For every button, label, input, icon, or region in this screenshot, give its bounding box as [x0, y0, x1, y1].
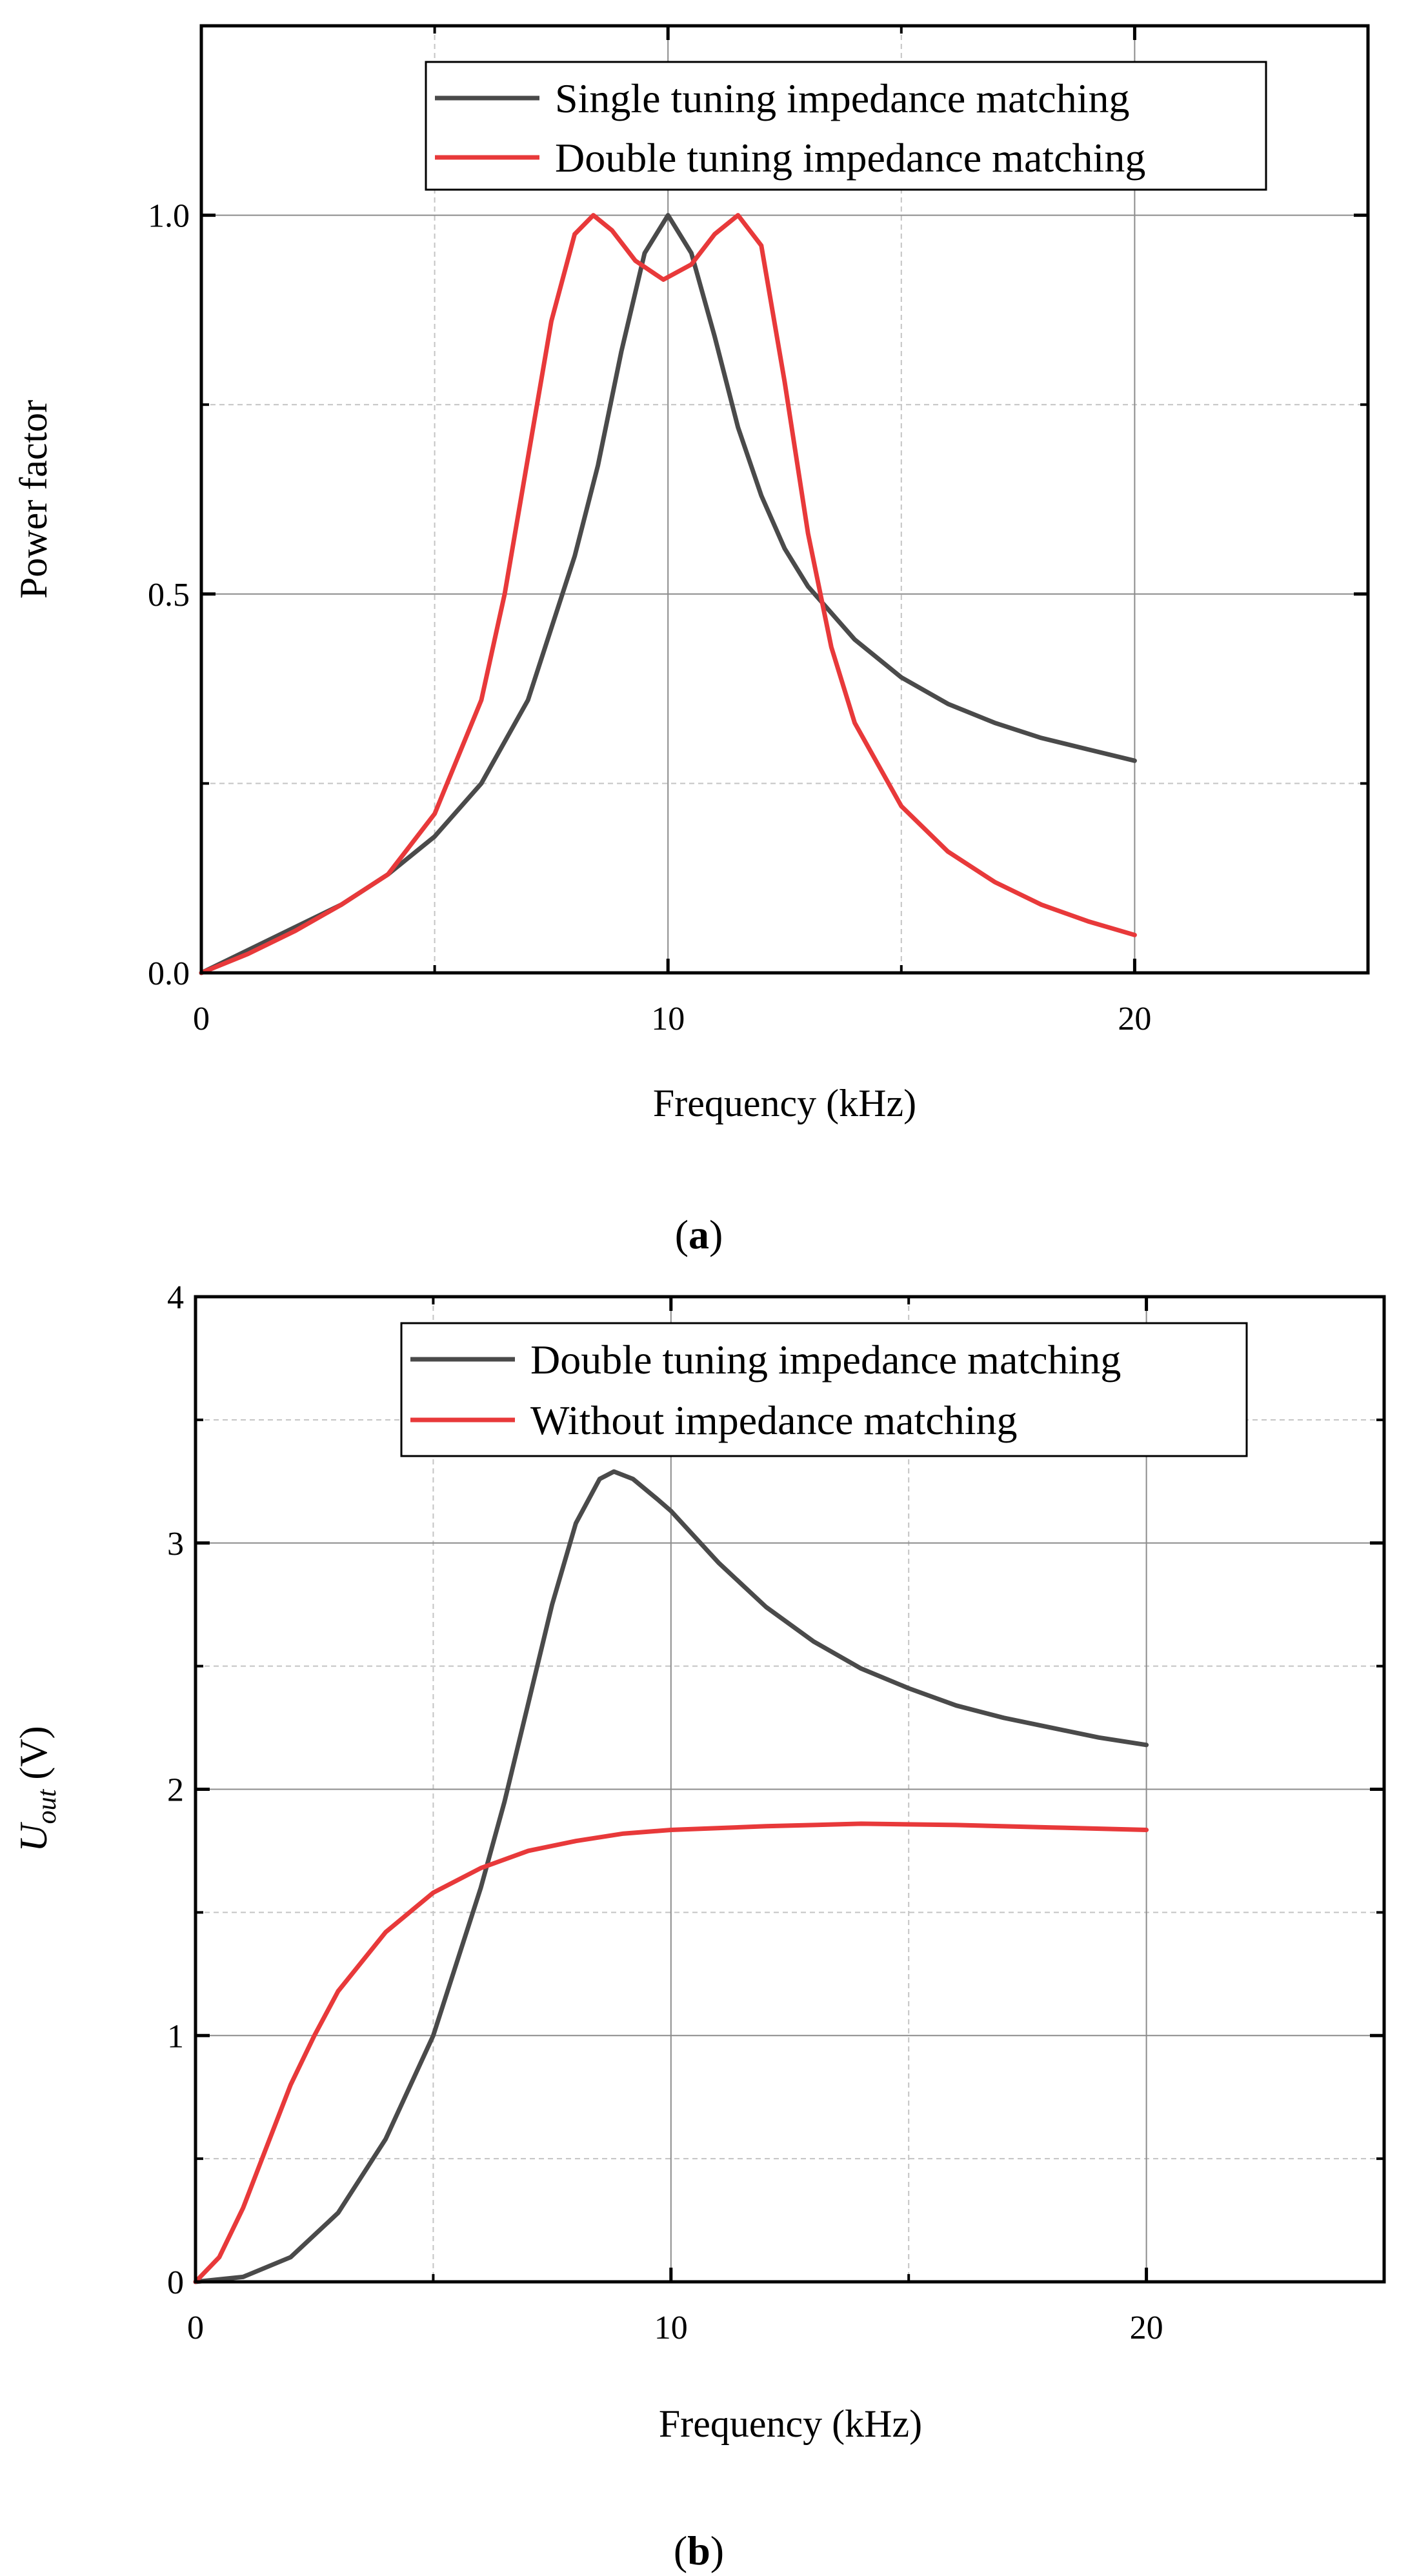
chart-a-y-tick-label: 0.0 — [148, 955, 190, 992]
chart-a-x-tick-label: 10 — [651, 1001, 685, 1037]
chart-a-series-1-line — [199, 213, 1137, 975]
chart-a-legend-box — [425, 61, 1267, 191]
chart-b-y-axis-title-unit: (V) — [12, 1726, 55, 1789]
chart-b-x-tick-label: 20 — [1130, 2310, 1163, 2346]
chart-b-x-tick-label: 0 — [187, 2310, 204, 2346]
chart-b-y-tick-label: 1 — [167, 2018, 184, 2055]
chart-a-x-tick-label: 20 — [1118, 1001, 1151, 1037]
chart-b-legend-box — [400, 1322, 1248, 1457]
chart-a-x-tick-label: 0 — [193, 1001, 210, 1037]
chart-b-x-axis-title: Frequency (kHz) — [659, 2402, 922, 2445]
chart-a-caption-open: ( — [675, 1212, 689, 1257]
chart-b-caption: (b) — [674, 2528, 724, 2573]
chart-a-series-2-line — [199, 213, 1137, 975]
chart-a-legend-label-2: Double tuning impedance matching — [555, 135, 1145, 181]
chart-a-plot-frame — [199, 24, 1370, 975]
chart-b-y-axis-title-symbol: U — [12, 1822, 55, 1852]
chart-a-y-axis-title: Power factor — [12, 400, 55, 599]
chart-b-x-tick-label: 10 — [654, 2310, 688, 2346]
chart-b-y-axis-title: Uout (V) — [12, 1726, 62, 1852]
chart-b-caption-open: ( — [674, 2528, 687, 2573]
panel-b: 0 10 20 0 1 2 3 4 Frequency (kHz) Uout (V) Double … — [12, 1279, 1386, 2573]
chart-a-x-axis-title: Frequency (kHz) — [653, 1082, 916, 1124]
chart-a-y-tick-label: 1.0 — [148, 198, 190, 235]
chart-a-y-tick-label: 0.5 — [148, 577, 190, 614]
chart-b-y-tick-label: 0 — [167, 2264, 184, 2301]
chart-b-series-2-line — [193, 1821, 1149, 2284]
panel-a: 0 10 20 0.0 0.5 1.0 Frequency (kHz) Power facto… — [12, 24, 1370, 1257]
chart-b-caption-label: b — [687, 2528, 710, 2573]
chart-b-caption-close: ) — [710, 2528, 724, 2573]
chart-a-caption-close: ) — [709, 1212, 723, 1257]
chart-b-y-tick-label: 2 — [167, 1772, 184, 1809]
chart-b-legend-label-2: Without impedance matching — [530, 1397, 1018, 1443]
chart-b-y-axis-title-subscript: out — [32, 1788, 62, 1824]
chart-a-caption-label: a — [689, 1212, 709, 1257]
chart-b-y-tick-label: 4 — [167, 1279, 184, 1316]
chart-a-caption: (a) — [675, 1212, 723, 1257]
chart-b-legend-label-1: Double tuning impedance matching — [530, 1337, 1121, 1383]
chart-b-series-1-line — [193, 1469, 1149, 2284]
chart-a-legend-label-1: Single tuning impedance matching — [555, 75, 1129, 121]
chart-b-y-tick-label: 3 — [167, 1526, 184, 1563]
